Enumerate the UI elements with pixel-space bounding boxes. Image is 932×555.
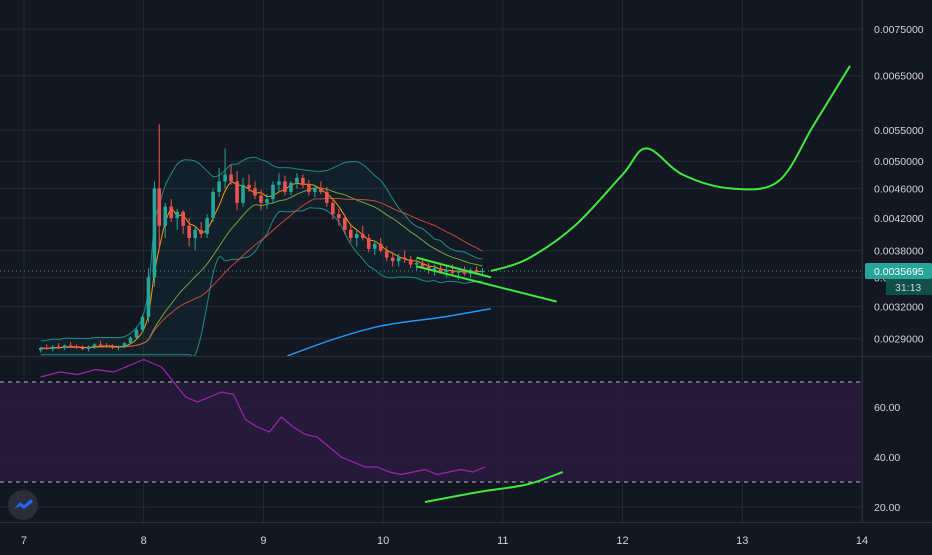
candle-body [99, 344, 103, 345]
candle-body [415, 263, 419, 265]
candle-body [343, 218, 347, 230]
candle-body [397, 258, 401, 262]
time-tick-label: 9 [260, 535, 266, 547]
price-tick-label: 0.0046000 [874, 183, 924, 195]
candle-body [111, 347, 115, 348]
candle-body [87, 347, 91, 349]
time-tick-label: 10 [377, 535, 389, 547]
candle-body [409, 259, 413, 264]
candle-body [247, 185, 251, 189]
candle-body [391, 258, 395, 262]
tradingview-logo[interactable] [8, 490, 38, 520]
candle-body [63, 346, 67, 348]
candle-body [445, 270, 449, 272]
rsi-band [0, 382, 862, 482]
candle-body [373, 244, 377, 249]
candle-body [51, 347, 55, 349]
price-tick-label: 0.0075000 [874, 24, 924, 36]
candle-body [241, 185, 245, 203]
candle-body [211, 192, 215, 218]
candle-body [123, 343, 127, 346]
time-tick-label: 7 [21, 535, 27, 547]
logo-icon [8, 490, 38, 520]
candle [129, 336, 133, 344]
countdown-label: 31:13 [895, 282, 921, 294]
price-tick-label: 0.0055000 [874, 125, 924, 137]
time-tick-label: 8 [141, 535, 147, 547]
candle-body [349, 230, 353, 238]
candle-body [223, 174, 227, 181]
candle-body [355, 234, 359, 238]
candle-body [105, 346, 109, 347]
candle-body [217, 181, 221, 192]
candle-body [39, 348, 43, 350]
candle-body [367, 238, 371, 249]
candle-body [379, 244, 383, 251]
rsi-tick-label: 20.00 [874, 502, 900, 514]
candle-body [75, 347, 79, 348]
candle-body [265, 199, 269, 203]
price-tick-label: 0.0038000 [874, 246, 924, 258]
candle-body [57, 347, 61, 348]
candle-body [205, 218, 209, 234]
time-tick-label: 11 [497, 535, 508, 547]
price-tick-label: 0.0065000 [874, 71, 924, 83]
candle-body [157, 188, 161, 225]
time-tick-label: 13 [736, 535, 748, 547]
candle-body [421, 263, 425, 267]
rsi-tick-label: 40.00 [874, 452, 900, 464]
price-tick-label: 0.0032000 [874, 302, 924, 314]
candle-body [135, 330, 139, 338]
candle-body [385, 251, 389, 258]
candle-body [271, 185, 275, 199]
candle-body [81, 348, 85, 349]
candle-body [295, 178, 299, 183]
candle-body [307, 185, 311, 192]
candle [211, 188, 215, 222]
candle-body [289, 183, 293, 192]
candle-body [129, 338, 133, 344]
candle [153, 181, 157, 287]
candle-body [117, 347, 121, 348]
candle-body [229, 174, 233, 181]
time-tick-label: 12 [616, 535, 628, 547]
candle-body [277, 181, 281, 184]
candle-body [325, 192, 329, 203]
candle-body [69, 346, 73, 347]
candle-body [361, 234, 365, 238]
candle-body [301, 178, 305, 185]
candle-body [403, 258, 407, 260]
candle-body [331, 203, 335, 214]
price-tick-label: 0.0042000 [874, 213, 924, 225]
current-price-label: 0.0035695 [874, 266, 924, 278]
candle-body [93, 344, 97, 346]
rsi-tick-label: 60.00 [874, 402, 900, 414]
candle-body [147, 277, 151, 317]
candle-body [187, 226, 191, 238]
time-tick-label: 14 [856, 535, 868, 547]
candle-body [457, 271, 461, 273]
candle-body [153, 188, 157, 277]
candle-body [253, 188, 257, 195]
candle-body [481, 271, 485, 272]
candle-body [259, 196, 263, 203]
candle-body [319, 188, 323, 192]
candle-body [199, 230, 203, 234]
candle-body [141, 317, 145, 330]
candle-body [163, 207, 167, 226]
price-tick-label: 0.0029000 [874, 334, 924, 346]
candle-body [45, 348, 49, 349]
candle-body [313, 188, 317, 192]
candle-body [175, 212, 179, 218]
candle-body [181, 212, 185, 226]
candle-body [283, 181, 287, 192]
candle [141, 315, 145, 332]
candle-body [193, 230, 197, 238]
candle-body [235, 181, 239, 202]
candle-body [337, 214, 341, 218]
candle-body [169, 207, 173, 218]
price-tick-label: 0.0050000 [874, 156, 924, 168]
